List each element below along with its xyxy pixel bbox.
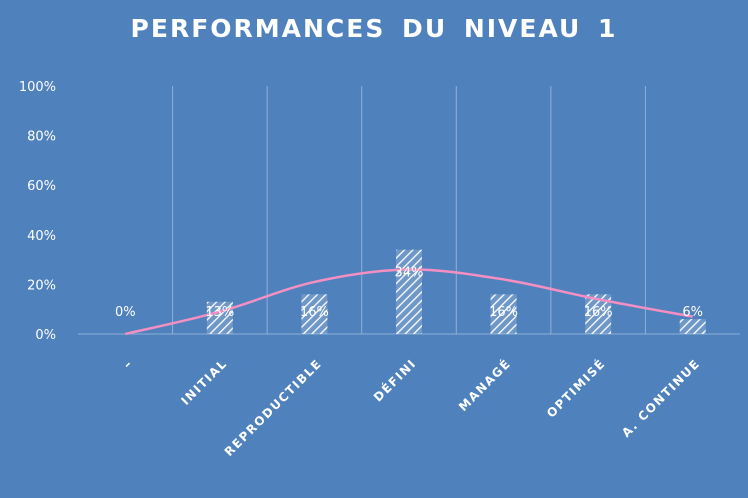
data-label: 13%: [205, 305, 234, 320]
x-tick-label: INITIAL: [178, 356, 230, 408]
chart-title: PERFORMANCES DU NIVEAU 1: [130, 14, 618, 43]
y-tick-label: 80%: [27, 130, 56, 145]
data-label-layer: 0% 13% 16% 34% 16% 16% 6%: [115, 266, 703, 320]
bar: [396, 249, 422, 334]
trend-layer: [124, 268, 693, 336]
bar: [206, 301, 233, 334]
y-tick-label: 20%: [27, 278, 56, 293]
x-tick-label: DÉFINI: [370, 356, 419, 405]
bar: [679, 319, 706, 334]
data-label: 16%: [489, 305, 518, 320]
x-tick-label: –: [120, 356, 135, 371]
bar: [301, 294, 328, 334]
data-label: 0%: [115, 305, 136, 320]
y-tick-label: 100%: [19, 80, 56, 95]
y-tick-label: 0%: [35, 328, 56, 343]
x-tick-label: MANAGÉ: [455, 356, 513, 414]
y-tick-label: 40%: [27, 229, 56, 244]
bar: [490, 294, 517, 334]
trend-curve: [124, 268, 693, 336]
y-tick-label: 60%: [27, 179, 56, 194]
x-tick-label: OPTIMISÉ: [543, 356, 608, 421]
data-label: 34%: [395, 266, 424, 281]
data-label: 6%: [682, 305, 703, 320]
data-label: 16%: [584, 305, 613, 320]
y-axis: 0% 20% 40% 60% 80% 100%: [19, 80, 56, 343]
x-tick-label: A. CONTINUE: [619, 356, 703, 440]
data-label: 16%: [300, 305, 329, 320]
x-tick-label: REPRODUCTIBLE: [222, 356, 325, 459]
bar-layer: [206, 249, 706, 334]
